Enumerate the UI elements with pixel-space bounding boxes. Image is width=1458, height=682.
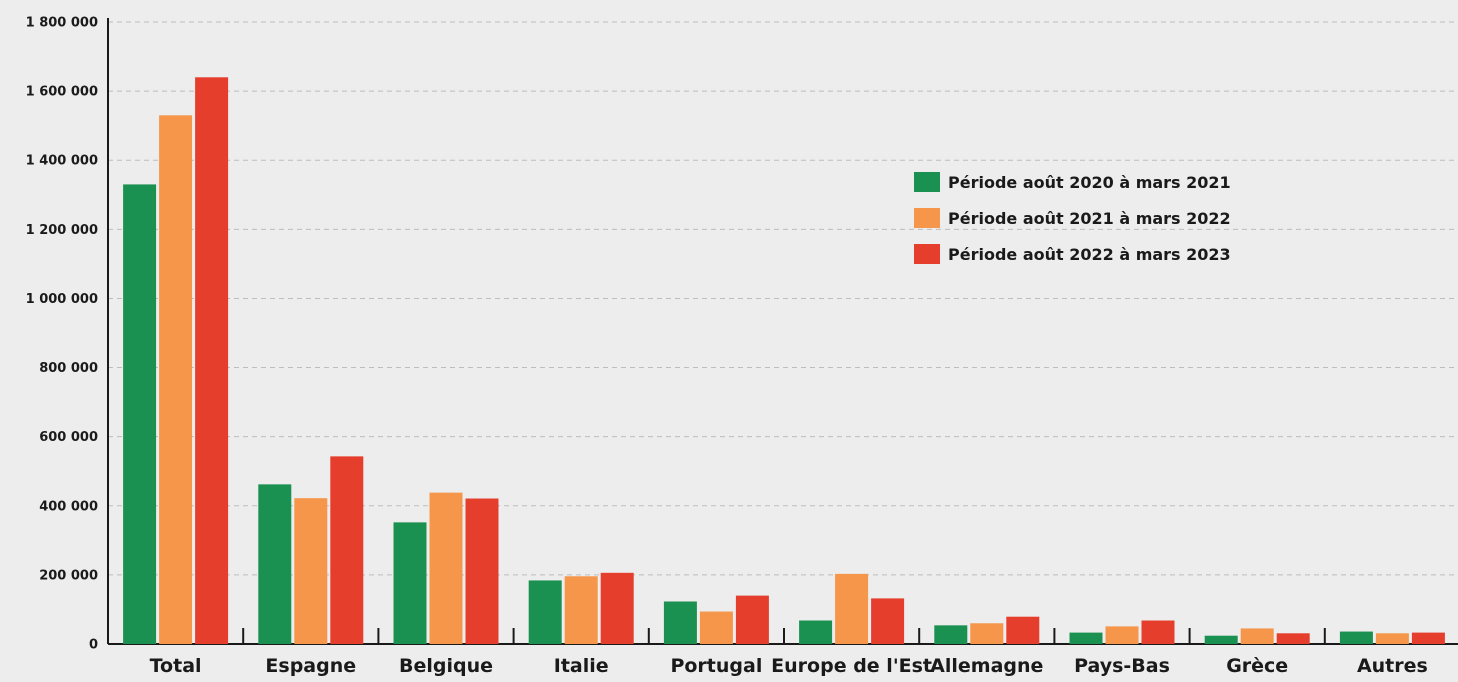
bar-2-1	[429, 492, 463, 644]
x-tick-label: Italie	[554, 655, 609, 677]
bar-5-0	[799, 620, 833, 644]
bar-8-0	[1204, 635, 1238, 644]
bar-8-1	[1240, 628, 1274, 644]
legend-label-1: Période août 2021 à mars 2022	[948, 209, 1231, 228]
y-tick-label: 1 600 000	[26, 85, 98, 100]
x-tick-label: Belgique	[399, 655, 493, 677]
bar-6-2	[1006, 616, 1040, 644]
x-tick-label: Europe de l'Est	[771, 655, 932, 677]
legend-swatch-1	[914, 208, 940, 228]
bar-9-2	[1411, 632, 1445, 644]
bar-5-1	[835, 573, 869, 644]
bar-4-0	[663, 601, 697, 644]
bar-4-2	[735, 595, 769, 644]
x-tick-label: Total	[150, 655, 202, 677]
legend-swatch-0	[914, 172, 940, 192]
legend-swatch-2	[914, 244, 940, 264]
y-tick-label: 1 200 000	[26, 223, 98, 238]
x-tick-label: Portugal	[670, 655, 762, 677]
legend-label-2: Période août 2022 à mars 2023	[948, 245, 1231, 264]
bar-2-2	[465, 498, 499, 644]
x-tick-label: Grèce	[1226, 655, 1288, 677]
y-tick-label: 200 000	[39, 568, 98, 583]
bar-3-1	[564, 576, 598, 644]
bar-9-0	[1339, 631, 1373, 644]
y-tick-label: 0	[89, 638, 98, 653]
bar-3-0	[528, 580, 562, 644]
x-tick-label: Espagne	[265, 655, 356, 677]
legend-label-0: Période août 2020 à mars 2021	[948, 173, 1231, 192]
bar-4-1	[699, 611, 733, 644]
bar-1-0	[258, 484, 292, 644]
bar-6-1	[970, 623, 1004, 644]
bar-1-1	[294, 498, 328, 644]
bar-6-0	[934, 625, 968, 644]
bar-0-1	[159, 115, 193, 645]
bar-0-0	[123, 184, 157, 644]
x-tick-label: Allemagne	[930, 655, 1043, 677]
y-tick-label: 600 000	[39, 430, 98, 445]
bar-7-1	[1105, 626, 1139, 644]
y-tick-label: 1 000 000	[26, 292, 98, 307]
x-tick-label: Pays-Bas	[1074, 655, 1170, 677]
y-tick-label: 800 000	[39, 361, 98, 376]
bar-0-2	[195, 77, 229, 645]
bar-1-2	[330, 456, 364, 644]
y-tick-label: 400 000	[39, 499, 98, 514]
x-tick-label: Autres	[1357, 655, 1428, 677]
y-tick-label: 1 400 000	[26, 154, 98, 169]
bar-3-2	[600, 572, 634, 644]
bar-5-2	[871, 598, 905, 644]
bar-2-0	[393, 522, 427, 644]
y-tick-label: 1 800 000	[26, 16, 98, 31]
bar-9-1	[1375, 633, 1409, 644]
bar-7-0	[1069, 632, 1103, 644]
bar-8-2	[1276, 633, 1310, 644]
bar-7-2	[1141, 620, 1175, 644]
